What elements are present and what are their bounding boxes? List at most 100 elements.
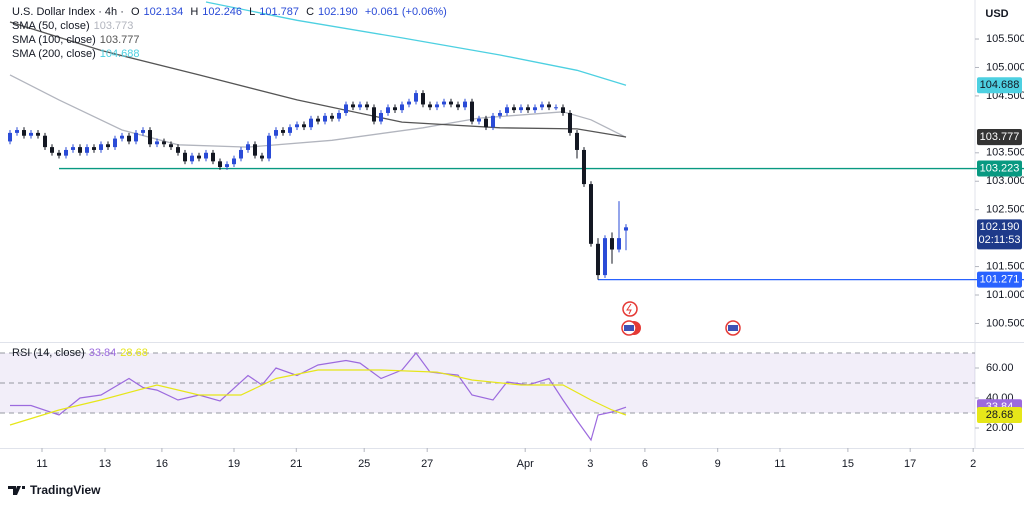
change: +0.061 (+0.06%) <box>364 6 447 18</box>
candle-body <box>406 101 411 105</box>
x-tick-label: 6 <box>642 458 648 470</box>
candle-body <box>239 149 244 159</box>
candle-body <box>574 132 579 150</box>
x-tick-label: 11 <box>774 458 785 470</box>
candle-body <box>274 130 279 136</box>
candle-body <box>525 107 530 111</box>
y-tick-label: 101.000 <box>986 289 1024 301</box>
candle-body <box>560 107 565 113</box>
candle-body <box>148 130 153 145</box>
candle-body <box>476 118 481 122</box>
candle-body <box>357 104 362 108</box>
y-tick-label: 103.500 <box>986 147 1024 159</box>
price-badge-label: 103.777 <box>980 131 1020 143</box>
candle-body <box>309 118 314 128</box>
tradingview-logo[interactable]: TradingView <box>8 483 101 497</box>
ohlc-key: O <box>130 6 140 18</box>
candle-body <box>22 130 27 136</box>
rsi-line <box>9 369 627 426</box>
y-tick-label: 100.500 <box>986 317 1024 329</box>
candle-body <box>399 104 404 111</box>
candle-body <box>532 107 537 111</box>
candle-body <box>371 107 376 122</box>
candle-body <box>427 104 432 108</box>
candle-body <box>497 112 502 116</box>
candle-body <box>546 104 551 108</box>
currency[interactable]: USD <box>985 8 1008 20</box>
candle-body <box>57 152 62 156</box>
candle-body <box>99 144 104 150</box>
candle-body <box>78 147 83 153</box>
candle-body <box>378 112 383 122</box>
x-tick-label: 19 <box>228 458 240 470</box>
candle-body <box>43 135 48 148</box>
candle-body <box>350 104 355 108</box>
candle-body <box>329 115 334 119</box>
candle-body <box>246 144 251 150</box>
x-tick-label: 25 <box>358 458 370 470</box>
event-icons[interactable] <box>621 301 741 336</box>
x-tick-label: 3 <box>587 458 593 470</box>
svg-text:TradingView: TradingView <box>30 483 101 497</box>
candle-body <box>281 130 286 133</box>
rsi-badge <box>977 406 1022 423</box>
x-tick-label: 15 <box>842 458 854 470</box>
candle-body <box>295 124 300 128</box>
ohlc-value: 101.787 <box>259 6 299 18</box>
candle-body <box>455 104 460 108</box>
candle-body <box>253 144 258 156</box>
candle-body <box>616 238 621 250</box>
x-tick-label: 2 <box>970 458 976 470</box>
countdown: 02:11:53 <box>978 234 1020 246</box>
candle-body <box>441 101 446 105</box>
sma-line <box>205 1 627 86</box>
candle-body <box>232 158 237 165</box>
x-tick-label: Apr <box>517 458 534 470</box>
candle-body <box>469 101 474 122</box>
x-tick-label: 11 <box>36 458 47 470</box>
price-badge <box>977 129 1022 146</box>
ohlc-key: H <box>190 6 199 18</box>
candle-body <box>511 107 516 111</box>
legend-name: SMA (50, close) <box>12 20 90 32</box>
rsi-tick-label: 60.00 <box>986 362 1014 374</box>
indicator-legend[interactable]: SMA (50, close) 103.773 <box>12 20 137 32</box>
candle-body <box>267 135 272 159</box>
candle-body <box>323 115 327 122</box>
candle-body <box>71 147 76 150</box>
candle-body <box>588 184 593 244</box>
rsi-line <box>10 352 627 442</box>
candle-body <box>595 243 600 276</box>
symbol-header: U.S. Dollar Index · 4h · O 102.134 H 102.2… <box>12 6 451 18</box>
candle-body <box>462 101 467 108</box>
candle-body <box>141 130 146 133</box>
candle-body <box>288 127 293 133</box>
candle-body <box>134 132 139 142</box>
rsi-badge-label: 28.68 <box>986 409 1014 421</box>
last-price-badge <box>977 219 1022 250</box>
indicator-legend[interactable]: SMA (200, close) 104.688 <box>12 48 144 60</box>
price-badge <box>977 77 1022 94</box>
ohlc-key: L <box>249 6 256 18</box>
candle-body <box>581 149 586 185</box>
indicator-legend[interactable]: SMA (100, close) 103.777 <box>12 34 144 46</box>
rsi-legend[interactable]: RSI (14, close) 33.84 28.68 <box>12 347 152 359</box>
rsi-tick-label: 20.00 <box>986 422 1014 434</box>
candle-body <box>539 104 544 108</box>
ohlc-value: 102.190 <box>318 6 358 18</box>
candle-body <box>336 112 341 119</box>
candle-body <box>169 144 174 148</box>
candle-body <box>36 132 41 136</box>
symbol[interactable]: U.S. Dollar Index · 4h · <box>12 6 124 18</box>
x-tick-label: 21 <box>290 458 302 470</box>
ohlc-value: 102.134 <box>143 6 184 18</box>
candle-body <box>190 155 195 162</box>
candle-body <box>155 141 160 145</box>
legend-name: SMA (200, close) <box>12 48 96 60</box>
sma-line <box>9 21 627 138</box>
candle-body <box>483 118 488 128</box>
y-tick-label: 101.500 <box>986 260 1024 272</box>
candle-body <box>127 135 132 142</box>
candle-body <box>385 107 390 113</box>
candle-body <box>225 164 230 168</box>
